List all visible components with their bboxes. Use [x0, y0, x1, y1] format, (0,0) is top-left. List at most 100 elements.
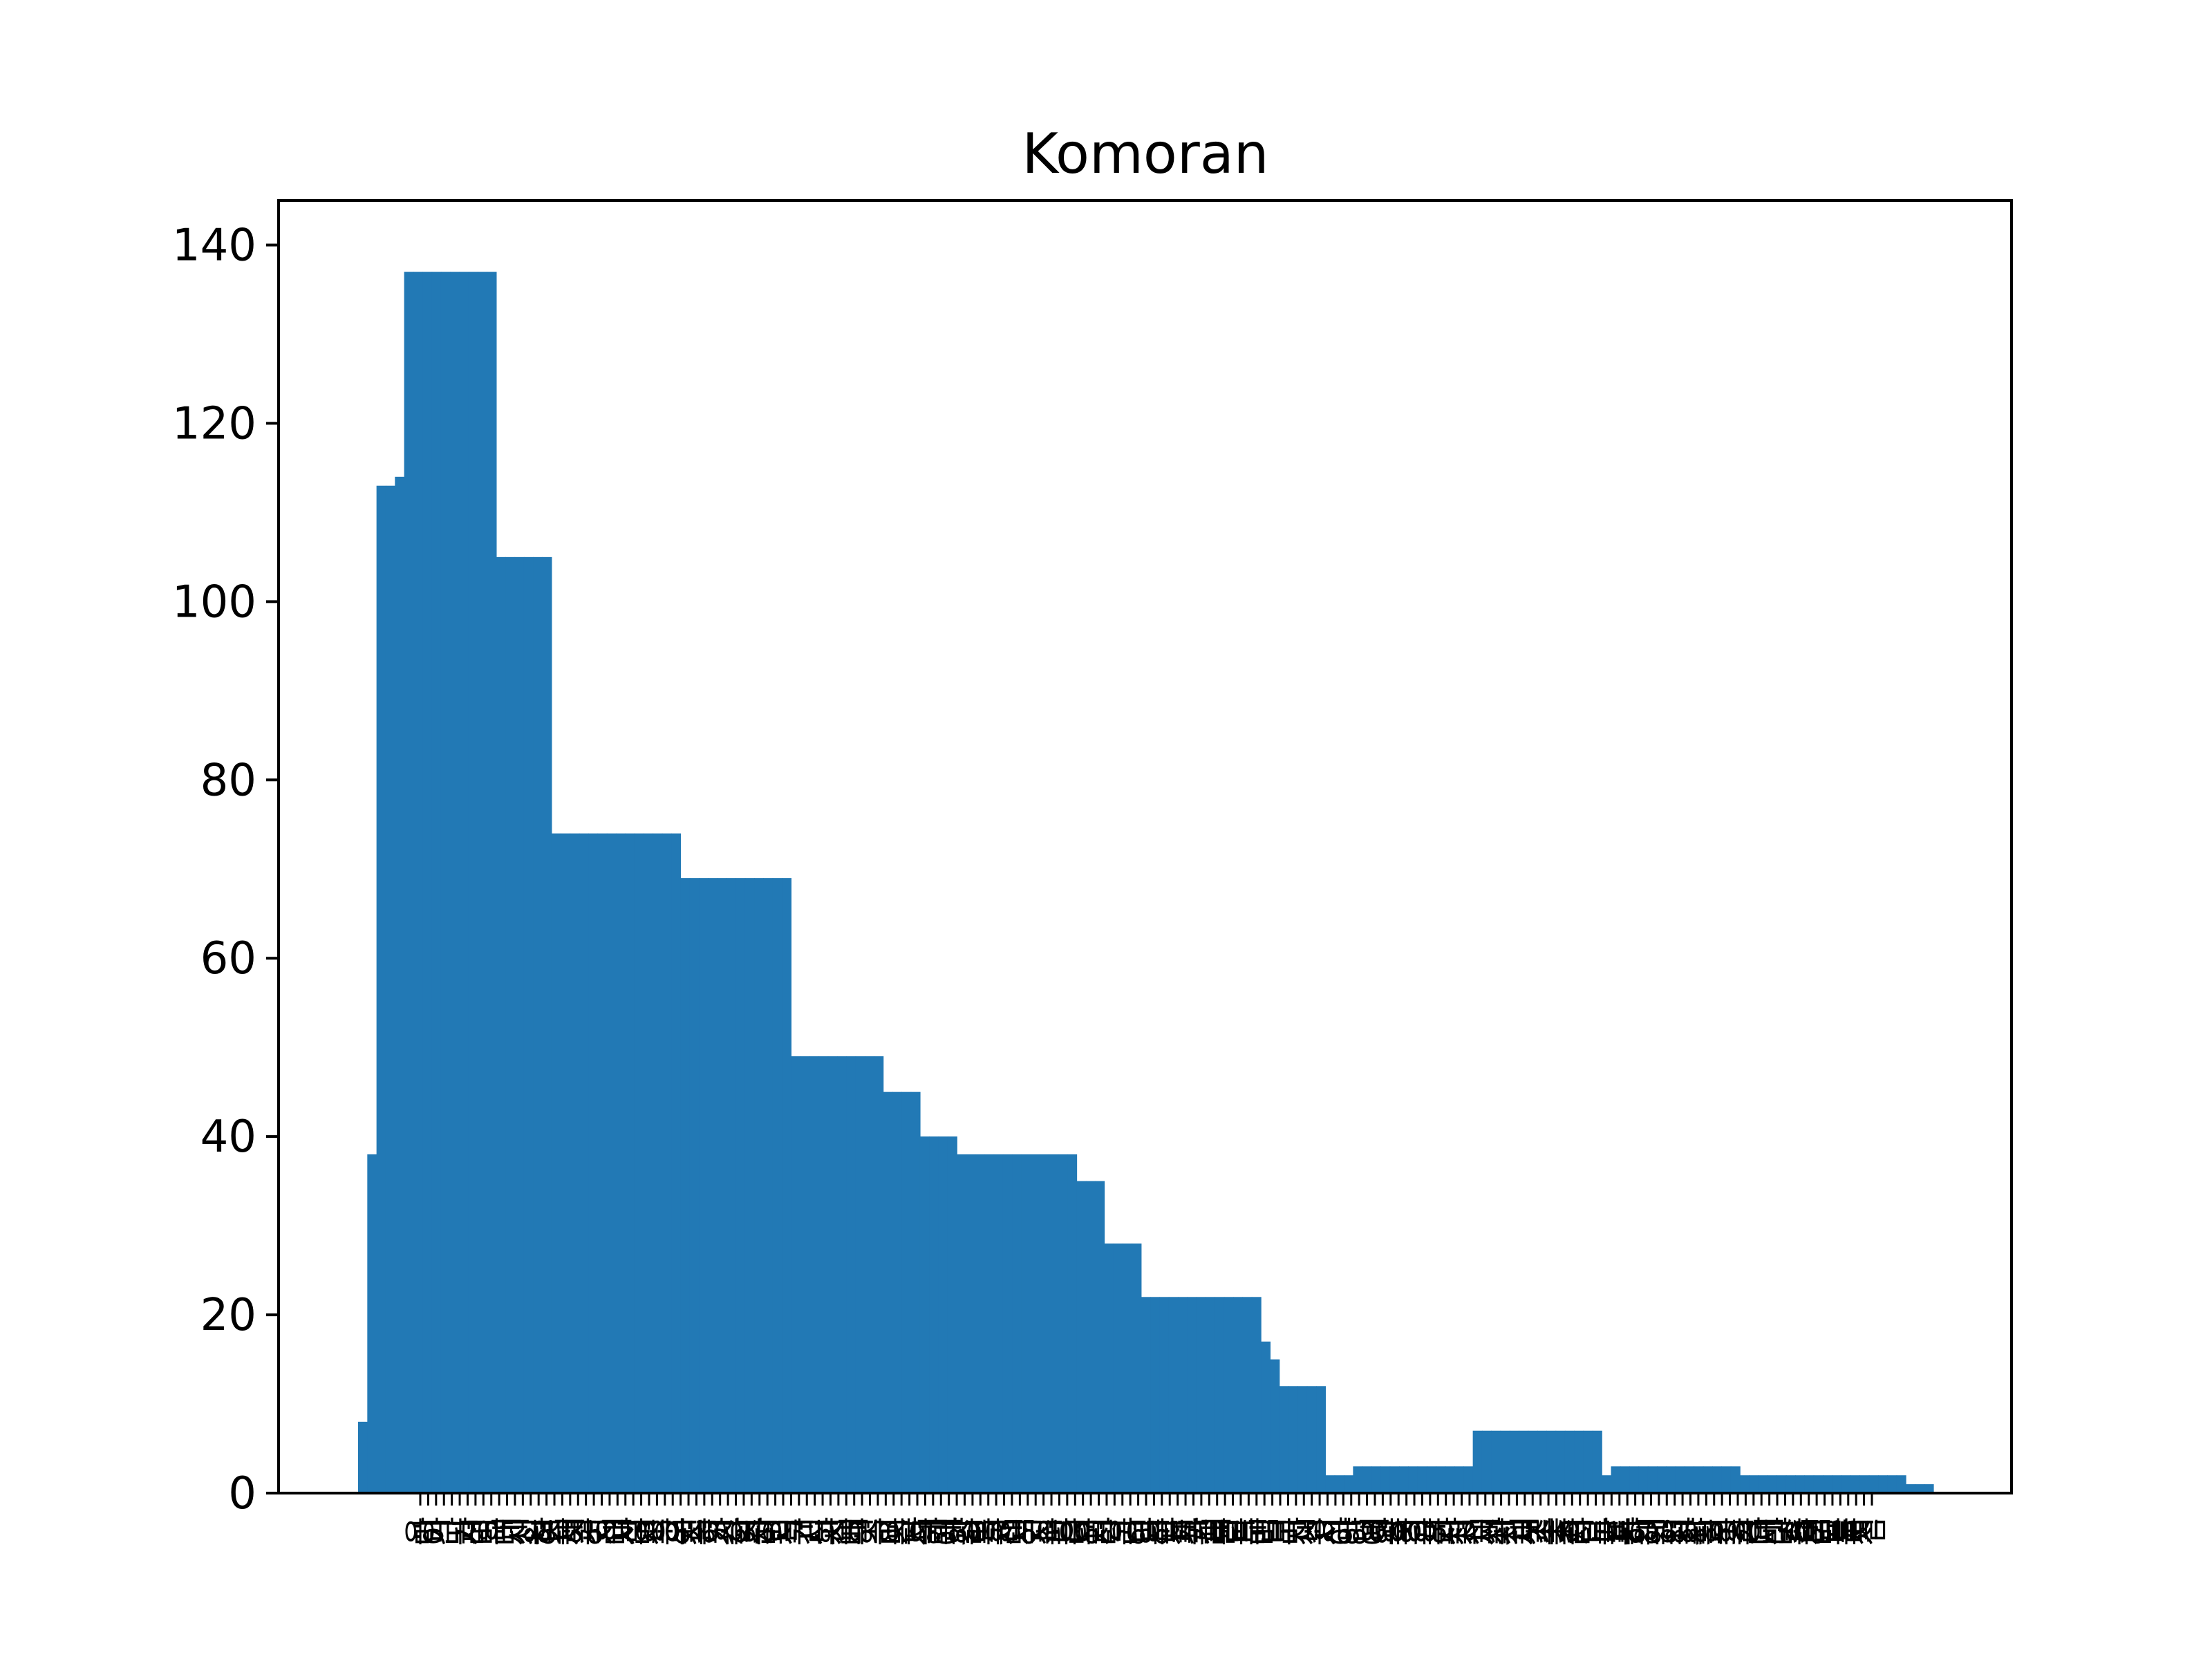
bar — [791, 1056, 801, 1493]
x-tick-label: 고 — [433, 1517, 471, 1546]
bar — [993, 1154, 1004, 1493]
bar — [1491, 1430, 1501, 1493]
bar — [561, 833, 571, 1493]
x-tick-label: 재 — [552, 1517, 589, 1546]
bar — [938, 1136, 948, 1493]
bar — [487, 272, 497, 1493]
x-tick-label: 화 — [1672, 1517, 1709, 1546]
x-tick-label: 근 — [1049, 1517, 1086, 1546]
bar — [1002, 1154, 1013, 1493]
bar — [606, 833, 617, 1493]
x-tick-label: 좌 — [1483, 1517, 1520, 1546]
bar — [1344, 1475, 1353, 1493]
bar — [1325, 1475, 1335, 1493]
bar — [634, 833, 644, 1493]
bar — [744, 878, 755, 1493]
x-tick-label: 직 — [1490, 1517, 1528, 1546]
x-tick-label: 샘 — [1798, 1517, 1835, 1546]
x-tick-label: 행 — [1640, 1517, 1678, 1546]
bar — [523, 556, 534, 1493]
bar — [892, 1091, 902, 1493]
x-tick-label: 오 — [1364, 1517, 1401, 1546]
x-tick-label: 웅 — [1388, 1517, 1425, 1546]
x-tick-label: 벽 — [1254, 1517, 1291, 1546]
bar — [1675, 1466, 1685, 1493]
x-tick-label: 세 — [496, 1517, 534, 1546]
x-tick-label: 확 — [1680, 1517, 1717, 1546]
bar — [1804, 1475, 1815, 1493]
x-tick-label: 형 — [693, 1517, 731, 1546]
x-tick-label: 제 — [1467, 1517, 1504, 1546]
bar — [919, 1136, 930, 1493]
bar — [1574, 1430, 1584, 1493]
x-tick-label: 심 — [1317, 1517, 1354, 1546]
x-tick-label: 향 — [946, 1517, 984, 1546]
bar — [846, 1056, 856, 1493]
y-tick-label: 140 — [172, 220, 256, 271]
x-tick-label: 학 — [725, 1517, 762, 1546]
x-tick-label: 들 — [1830, 1517, 1867, 1546]
bar — [1040, 1154, 1050, 1493]
x-tick-label: 채 — [1506, 1517, 1544, 1546]
bar — [827, 1056, 838, 1493]
bar — [680, 878, 691, 1493]
x-tick-label: 축 — [1537, 1517, 1575, 1546]
bar — [413, 272, 423, 1493]
x-tick-label: 육 — [1412, 1517, 1449, 1546]
x-tick-label: 진 — [591, 1517, 628, 1546]
x-tick-label: 풍 — [1609, 1517, 1646, 1546]
bar — [1629, 1466, 1640, 1493]
x-tick-label: 경 — [575, 1517, 612, 1546]
x-tick-label: 가 — [449, 1517, 486, 1546]
bar — [1896, 1475, 1906, 1493]
bar — [514, 556, 525, 1493]
x-tick-label: 흥 — [977, 1517, 1015, 1546]
bar — [1924, 1484, 1934, 1493]
bar — [1749, 1475, 1759, 1493]
bar — [855, 1056, 865, 1493]
bar — [947, 1136, 957, 1493]
x-tick-label: 형 — [1664, 1517, 1701, 1546]
x-tick-label: 치 — [1562, 1517, 1599, 1546]
x-tick-label: 해 — [1632, 1517, 1669, 1546]
bar — [1279, 1386, 1289, 1493]
bar — [717, 878, 727, 1493]
x-tick-label: 찬 — [1159, 1517, 1197, 1546]
x-tick-label: 용 — [402, 1517, 439, 1546]
bar — [1703, 1466, 1713, 1493]
bar — [800, 1056, 810, 1493]
x-tick-label: 측 — [1553, 1517, 1591, 1546]
y-tick-label: 120 — [172, 398, 256, 449]
bar — [468, 272, 478, 1493]
x-tick-label: 덕 — [1065, 1517, 1102, 1546]
x-tick-label: 운 — [1143, 1517, 1181, 1546]
bar — [1832, 1475, 1842, 1493]
bar — [883, 1091, 893, 1493]
bar — [1583, 1430, 1593, 1493]
x-tick-label: 순 — [718, 1517, 755, 1546]
bar — [1168, 1297, 1179, 1493]
x-tick-label: 토 — [1577, 1517, 1615, 1546]
x-tick-label: 빈 — [1277, 1517, 1315, 1546]
bar — [1132, 1243, 1142, 1493]
x-tick-label: 윤 — [1419, 1517, 1456, 1546]
x-tick-label: 장 — [1443, 1517, 1481, 1546]
bar — [1685, 1466, 1695, 1493]
x-tick-label: 엽 — [1349, 1517, 1386, 1546]
x-tick-label: 탄 — [1569, 1517, 1606, 1546]
bar — [1417, 1466, 1427, 1493]
bar — [358, 1421, 368, 1493]
bar — [1389, 1466, 1400, 1493]
bar — [376, 485, 386, 1494]
bar — [837, 1056, 847, 1493]
bar — [533, 556, 543, 1493]
bar — [1288, 1386, 1299, 1493]
bar — [671, 833, 682, 1493]
bar — [1058, 1154, 1068, 1493]
x-tick-label: 회 — [1696, 1517, 1733, 1546]
x-tick-label: 배 — [836, 1517, 873, 1546]
x-tick-label: 백 — [1246, 1517, 1283, 1546]
x-tick-label: 준 — [543, 1517, 581, 1546]
x-tick-label: 생 — [1293, 1517, 1331, 1546]
bar — [1224, 1297, 1234, 1493]
